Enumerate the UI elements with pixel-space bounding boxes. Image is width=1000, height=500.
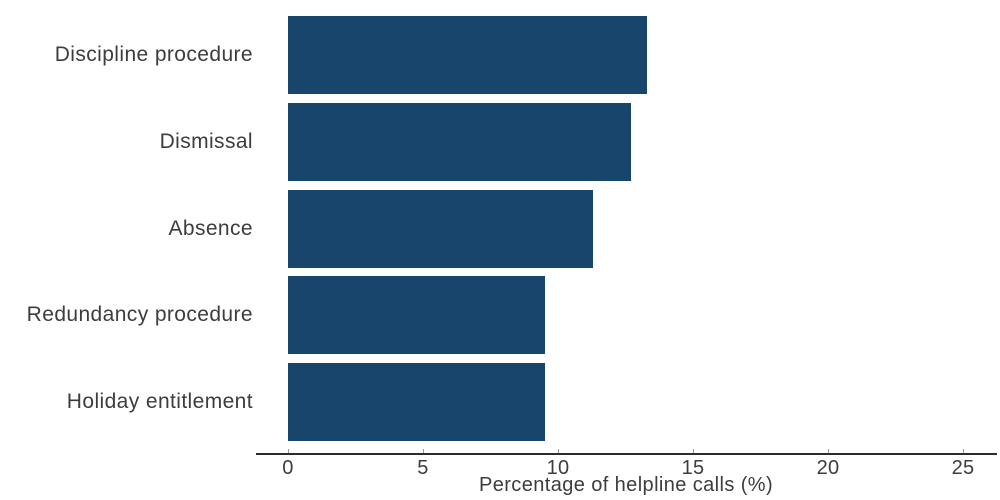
bar-holiday-entitlement [288, 363, 545, 442]
category-label: Discipline procedure [54, 43, 253, 66]
x-tick-label: 15 [681, 457, 705, 479]
x-tick-mark [963, 449, 964, 453]
bar-discipline-procedure [288, 16, 648, 94]
x-tick-label: 20 [816, 457, 840, 479]
x-tick-mark [423, 449, 424, 453]
category-label: Redundancy procedure [26, 303, 253, 327]
x-tick-mark [558, 449, 559, 453]
x-tick-label: 5 [417, 457, 429, 479]
category-label: Absence [168, 216, 253, 240]
bar-dismissal [288, 102, 631, 181]
x-tick-mark [288, 449, 289, 453]
bar-redundancy-procedure [288, 276, 545, 355]
x-tick-label: 0 [282, 457, 294, 479]
category-label: Holiday entitlement [66, 390, 253, 414]
x-tick-mark [828, 449, 829, 453]
bar-absence [288, 189, 594, 268]
x-axis-title: Percentage of helpline calls (%) [478, 474, 774, 496]
x-tick-label: 25 [951, 457, 975, 479]
x-axis-line [256, 453, 997, 455]
category-label: Dismissal [159, 129, 253, 153]
x-tick-label: 10 [546, 457, 570, 479]
x-tick-mark [693, 449, 694, 453]
